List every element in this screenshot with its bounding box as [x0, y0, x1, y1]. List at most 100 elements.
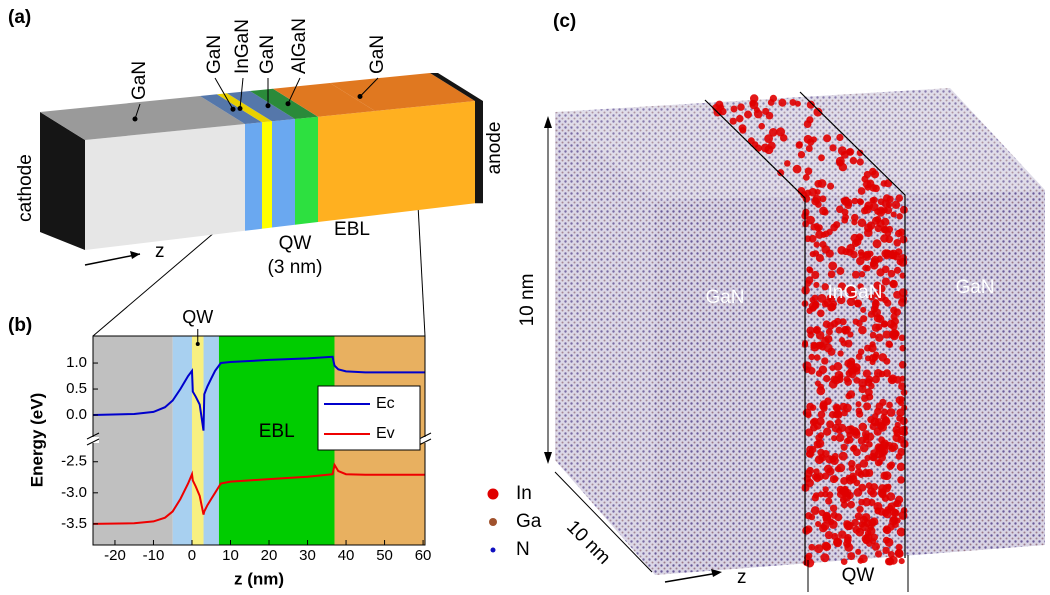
- in-atom: [900, 389, 908, 396]
- in-atom: [805, 428, 814, 437]
- in-atom: [797, 187, 806, 195]
- in-atom: [838, 530, 847, 539]
- region-label: InGaN: [828, 282, 883, 303]
- in-atom: [872, 298, 879, 306]
- panel-b: (b) -20 -10 0 10 20 30 40 50 60 0.0 0.5 1.0 -2.5 -3.0 -…: [8, 307, 431, 589]
- in-atom: [838, 423, 847, 432]
- in-atom: [869, 202, 879, 212]
- layer-top: [227, 91, 295, 122]
- in-atom: [736, 114, 744, 123]
- in-atom: [889, 515, 899, 524]
- legend-label: In: [516, 483, 532, 504]
- y-tick-label: -3.0: [61, 484, 87, 501]
- in-atom: [858, 385, 867, 394]
- in-atom: [880, 471, 889, 480]
- in-atom: [817, 410, 826, 419]
- in-atom: [754, 144, 762, 152]
- in-atom: [822, 491, 829, 498]
- in-atom: [830, 511, 838, 519]
- in-atom: [813, 422, 822, 430]
- in-atom: [842, 403, 852, 413]
- layer-top: [273, 83, 375, 117]
- in-atom: [886, 557, 894, 564]
- x-tick-label: 40: [338, 547, 355, 564]
- qw-boundary: [704, 99, 806, 565]
- in-atom: [845, 392, 853, 400]
- in-atom: [821, 357, 829, 365]
- in-atom: [891, 200, 901, 210]
- in-atom: [805, 145, 813, 152]
- in-atom: [818, 454, 826, 462]
- layer-label: GaN: [367, 35, 388, 74]
- in-atom: [896, 527, 906, 537]
- qw-boundary: [799, 91, 906, 558]
- in-atom: [851, 270, 860, 279]
- in-atom: [887, 523, 895, 531]
- in-atom: [853, 479, 861, 487]
- in-atom: [779, 134, 788, 142]
- in-atom: [794, 100, 801, 107]
- x-tick-label: 30: [299, 547, 316, 564]
- in-atom: [872, 239, 882, 249]
- in-atom: [873, 281, 882, 290]
- in-atom: [856, 234, 863, 242]
- in-atom: [814, 180, 822, 188]
- in-atom: [894, 376, 902, 384]
- in-atom: [827, 347, 836, 356]
- region-label: GaN: [955, 277, 994, 298]
- legend-label: Ga: [516, 511, 542, 532]
- in-atom: [815, 439, 825, 448]
- in-atom: [826, 467, 835, 476]
- in-atom: [898, 334, 906, 342]
- in-atom: [862, 497, 871, 507]
- in-atom: [811, 270, 820, 280]
- in-atom: [837, 350, 844, 357]
- in-atom: [847, 552, 856, 561]
- in-atom: [836, 490, 845, 499]
- in-atom: [831, 532, 839, 541]
- in-atom: [840, 443, 848, 451]
- in-atom: [878, 422, 888, 432]
- in-atom: [825, 328, 833, 336]
- in-atom: [869, 359, 876, 366]
- in-atom: [830, 300, 838, 308]
- in-atom: [858, 325, 867, 335]
- in-atom: [861, 513, 871, 522]
- in-atom: [856, 198, 863, 205]
- qw-pointer-dot: [195, 342, 200, 346]
- in-atom: [817, 309, 825, 318]
- in-atom: [860, 207, 869, 215]
- in-atom: [858, 483, 867, 492]
- in-atom: [802, 408, 812, 418]
- in-atom: [820, 553, 830, 563]
- in-atom: [877, 292, 886, 302]
- zoom-line: [417, 204, 426, 337]
- in-atom: [866, 440, 873, 448]
- in-atom: [848, 460, 856, 468]
- panel-label: (b): [8, 315, 32, 336]
- in-atom: [819, 206, 828, 216]
- qw-thickness: (3 nm): [268, 257, 323, 278]
- in-atom: [822, 486, 829, 493]
- in-atom: [823, 134, 832, 143]
- in-atom: [898, 382, 907, 391]
- in-atom: [869, 422, 877, 431]
- in-atom: [869, 197, 876, 204]
- in-atom: [844, 534, 852, 542]
- in-atom: [882, 546, 890, 555]
- axis-break-gap: [87, 437, 99, 443]
- in-atom: [872, 375, 880, 384]
- in-atom: [846, 360, 856, 370]
- in-atom: [846, 148, 854, 156]
- in-atom: [818, 154, 825, 162]
- in-atom: [890, 249, 898, 258]
- in-atom: [835, 433, 845, 442]
- x-axis-label: z (nm): [234, 569, 284, 588]
- in-atom: [876, 208, 886, 217]
- in-atom: [899, 272, 906, 279]
- in-atom: [834, 418, 842, 426]
- in-atom: [880, 226, 888, 234]
- in-atom: [811, 197, 820, 206]
- in-atom: [797, 151, 806, 159]
- layer-front: [85, 124, 245, 250]
